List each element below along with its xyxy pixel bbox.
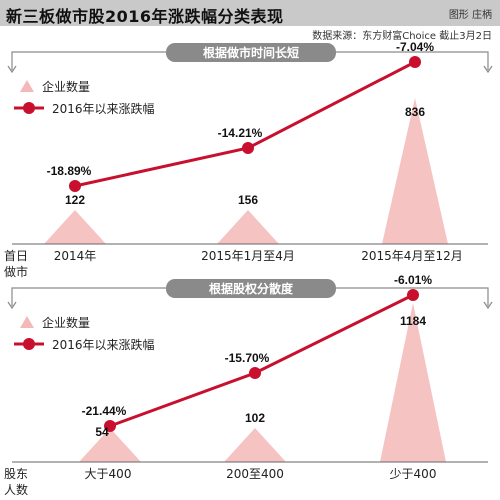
count-triangle	[224, 428, 286, 462]
change-point	[409, 56, 421, 68]
count-label: 102	[245, 411, 265, 425]
count-triangle	[380, 303, 446, 462]
bracket-arrow-left	[7, 65, 17, 74]
change-point	[242, 142, 254, 154]
section-banner	[166, 279, 336, 298]
count-label: 122	[65, 193, 85, 207]
count-triangle	[44, 210, 106, 244]
change-label: -21.44%	[82, 404, 127, 418]
category-label: 200至400	[226, 467, 284, 481]
category-label: 2015年1月至4月	[201, 249, 295, 263]
title-bar: 新三板做市股2016年涨跌幅分类表现 图形 庄柄	[0, 0, 500, 26]
axis-label: 首日	[4, 249, 28, 263]
legend-point-icon	[23, 338, 35, 350]
change-point	[249, 367, 261, 379]
legend-count-label: 企业数量	[42, 79, 90, 94]
category-label: 大于400	[85, 467, 132, 481]
change-label: -7.04%	[396, 40, 434, 54]
legend-triangle-icon	[20, 316, 34, 328]
legend: 企业数量 2016年以来涨跌幅	[14, 315, 155, 352]
change-label: -14.21%	[218, 126, 263, 140]
axis-label: 人数	[4, 482, 28, 497]
category-label: 2014年	[54, 249, 97, 263]
section-header: 根据做市时间长短	[203, 45, 299, 60]
axis-label: 股东	[4, 467, 28, 481]
page-title: 新三板做市股2016年涨跌幅分类表现	[6, 7, 284, 26]
graphic-credit: 图形 庄柄	[448, 10, 492, 21]
chart-panel-1: 根据做市时间长短 -18.89% -14.21% -7.04% 122 156 836 201…	[4, 40, 493, 279]
change-label: -18.89%	[47, 164, 92, 178]
change-point	[69, 180, 81, 192]
legend-point-icon	[23, 102, 35, 114]
count-triangle	[217, 210, 279, 244]
count-label: 54	[95, 425, 109, 439]
legend-change-label: 2016年以来涨跌幅	[52, 337, 155, 352]
count-label: 1184	[400, 314, 426, 328]
change-point	[104, 420, 116, 432]
data-source: 数据来源：东方财富Choice 截止3月2日	[312, 31, 492, 42]
legend-count-label: 企业数量	[42, 315, 90, 330]
change-label: -15.70%	[225, 351, 270, 365]
axis-label: 做市	[4, 264, 28, 279]
change-trend-line	[74, 60, 416, 188]
bracket-arrow-left	[7, 301, 17, 310]
change-point	[407, 289, 419, 301]
category-label: 2015年4月至12月	[361, 249, 462, 263]
count-triangle	[79, 428, 141, 462]
section-banner	[166, 43, 336, 62]
chart-panel-2: 根据股权分散度 -21.44% -15.70% -6.01% 54 102 1184 大于40…	[4, 273, 493, 497]
bracket-arrow-right	[483, 65, 493, 74]
legend: 企业数量 2016年以来涨跌幅	[14, 79, 155, 116]
count-triangle	[382, 98, 448, 244]
bracket-arrow-right	[483, 301, 493, 310]
change-label: -6.01%	[394, 273, 432, 287]
count-label: 836	[405, 105, 425, 119]
section-header: 根据股权分散度	[209, 281, 294, 296]
legend-triangle-icon	[20, 80, 34, 92]
legend-change-label: 2016年以来涨跌幅	[52, 101, 155, 116]
category-label: 少于400	[390, 467, 437, 481]
count-label: 156	[238, 193, 258, 207]
